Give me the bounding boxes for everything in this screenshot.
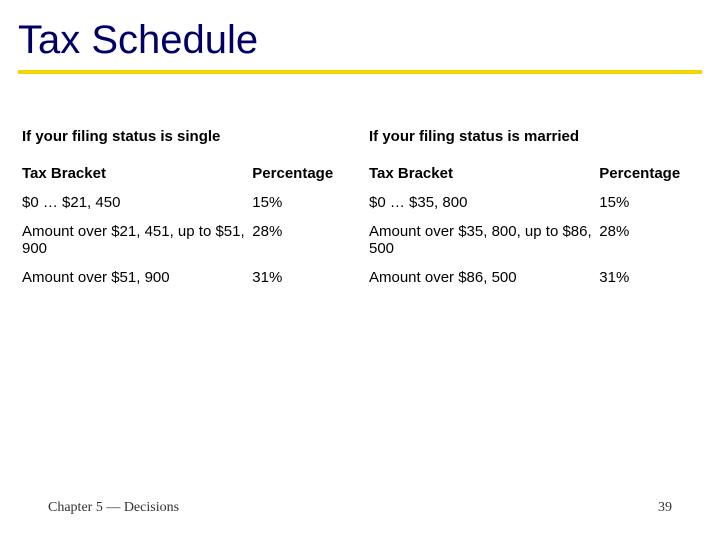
page-title: Tax Schedule (18, 18, 702, 62)
title-block: Tax Schedule (0, 0, 720, 74)
col-header-bracket: Tax Bracket (369, 159, 599, 188)
table-row: Amount over $51, 900 31% (22, 263, 351, 292)
pct-cell: 31% (599, 263, 698, 292)
status-word: single (177, 128, 220, 145)
col-header-percentage: Percentage (252, 159, 351, 188)
table-row: $0 … $35, 800 15% (369, 188, 698, 217)
table-row: Amount over $21, 451, up to $51, 900 28% (22, 217, 351, 263)
bracket-cell: $0 … $35, 800 (369, 188, 599, 217)
two-columns: If your filing status is single Tax Brac… (22, 128, 698, 292)
pct-cell: 28% (599, 217, 698, 263)
status-prefix: If your filing status is (22, 128, 177, 145)
bracket-cell: Amount over $51, 900 (22, 263, 252, 292)
table-row: $0 … $21, 450 15% (22, 188, 351, 217)
tax-table-married: Tax Bracket Percentage $0 … $35, 800 15%… (369, 159, 698, 292)
status-word: married (524, 128, 579, 145)
footer: Chapter 5 — Decisions 39 (0, 500, 720, 516)
table-row: Amount over $35, 800, up to $86, 500 28% (369, 217, 698, 263)
bracket-cell: Amount over $35, 800, up to $86, 500 (369, 217, 599, 263)
pct-cell: 15% (599, 188, 698, 217)
status-line-married: If your filing status is married (369, 128, 698, 145)
footer-page-number: 39 (658, 500, 672, 516)
bracket-cell: Amount over $86, 500 (369, 263, 599, 292)
status-prefix: If your filing status is (369, 128, 524, 145)
table-row: Amount over $86, 500 31% (369, 263, 698, 292)
col-header-bracket: Tax Bracket (22, 159, 252, 188)
column-married: If your filing status is married Tax Bra… (369, 128, 698, 292)
status-line-single: If your filing status is single (22, 128, 351, 145)
column-single: If your filing status is single Tax Brac… (22, 128, 351, 292)
table-header-row: Tax Bracket Percentage (22, 159, 351, 188)
bracket-cell: $0 … $21, 450 (22, 188, 252, 217)
table-header-row: Tax Bracket Percentage (369, 159, 698, 188)
bracket-cell: Amount over $21, 451, up to $51, 900 (22, 217, 252, 263)
tax-table-single: Tax Bracket Percentage $0 … $21, 450 15%… (22, 159, 351, 292)
pct-cell: 28% (252, 217, 351, 263)
pct-cell: 31% (252, 263, 351, 292)
footer-chapter: Chapter 5 — Decisions (48, 500, 179, 516)
content-area: If your filing status is single Tax Brac… (0, 74, 720, 292)
pct-cell: 15% (252, 188, 351, 217)
col-header-percentage: Percentage (599, 159, 698, 188)
